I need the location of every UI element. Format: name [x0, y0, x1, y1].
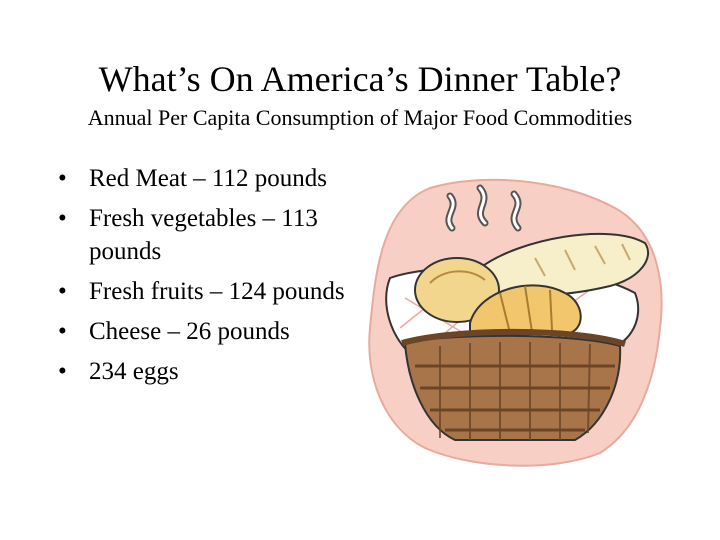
- bullet-dot: •: [58, 165, 67, 192]
- bullet-item: • Fresh fruits – 124 pounds: [58, 275, 358, 308]
- bullet-item: • Red Meat – 112 pounds: [58, 162, 358, 195]
- bullet-item: • Fresh vegetables – 113 pounds: [58, 202, 358, 268]
- bullet-item: • Cheese – 26 pounds: [58, 315, 358, 348]
- bullet-text: 234 eggs: [89, 358, 179, 385]
- bullet-dot: •: [58, 278, 67, 305]
- bullet-text: Fresh vegetables – 113 pounds: [89, 205, 318, 265]
- bullet-text: Fresh fruits – 124 pounds: [89, 278, 345, 305]
- bread-basket-icon: [368, 178, 663, 467]
- bullet-item: • 234 eggs: [58, 355, 358, 388]
- bullet-text: Cheese – 26 pounds: [89, 318, 290, 345]
- slide-title: What’s On America’s Dinner Table?: [98, 59, 622, 99]
- bullet-dot: •: [58, 205, 67, 232]
- slide-subtitle: Annual Per Capita Consumption of Major F…: [87, 105, 633, 130]
- bullet-list: • Red Meat – 112 pounds • Fresh vegetabl…: [58, 162, 358, 395]
- bullet-dot: •: [58, 358, 67, 385]
- bullet-text: Red Meat – 112 pounds: [89, 165, 327, 192]
- bullet-dot: •: [58, 318, 67, 345]
